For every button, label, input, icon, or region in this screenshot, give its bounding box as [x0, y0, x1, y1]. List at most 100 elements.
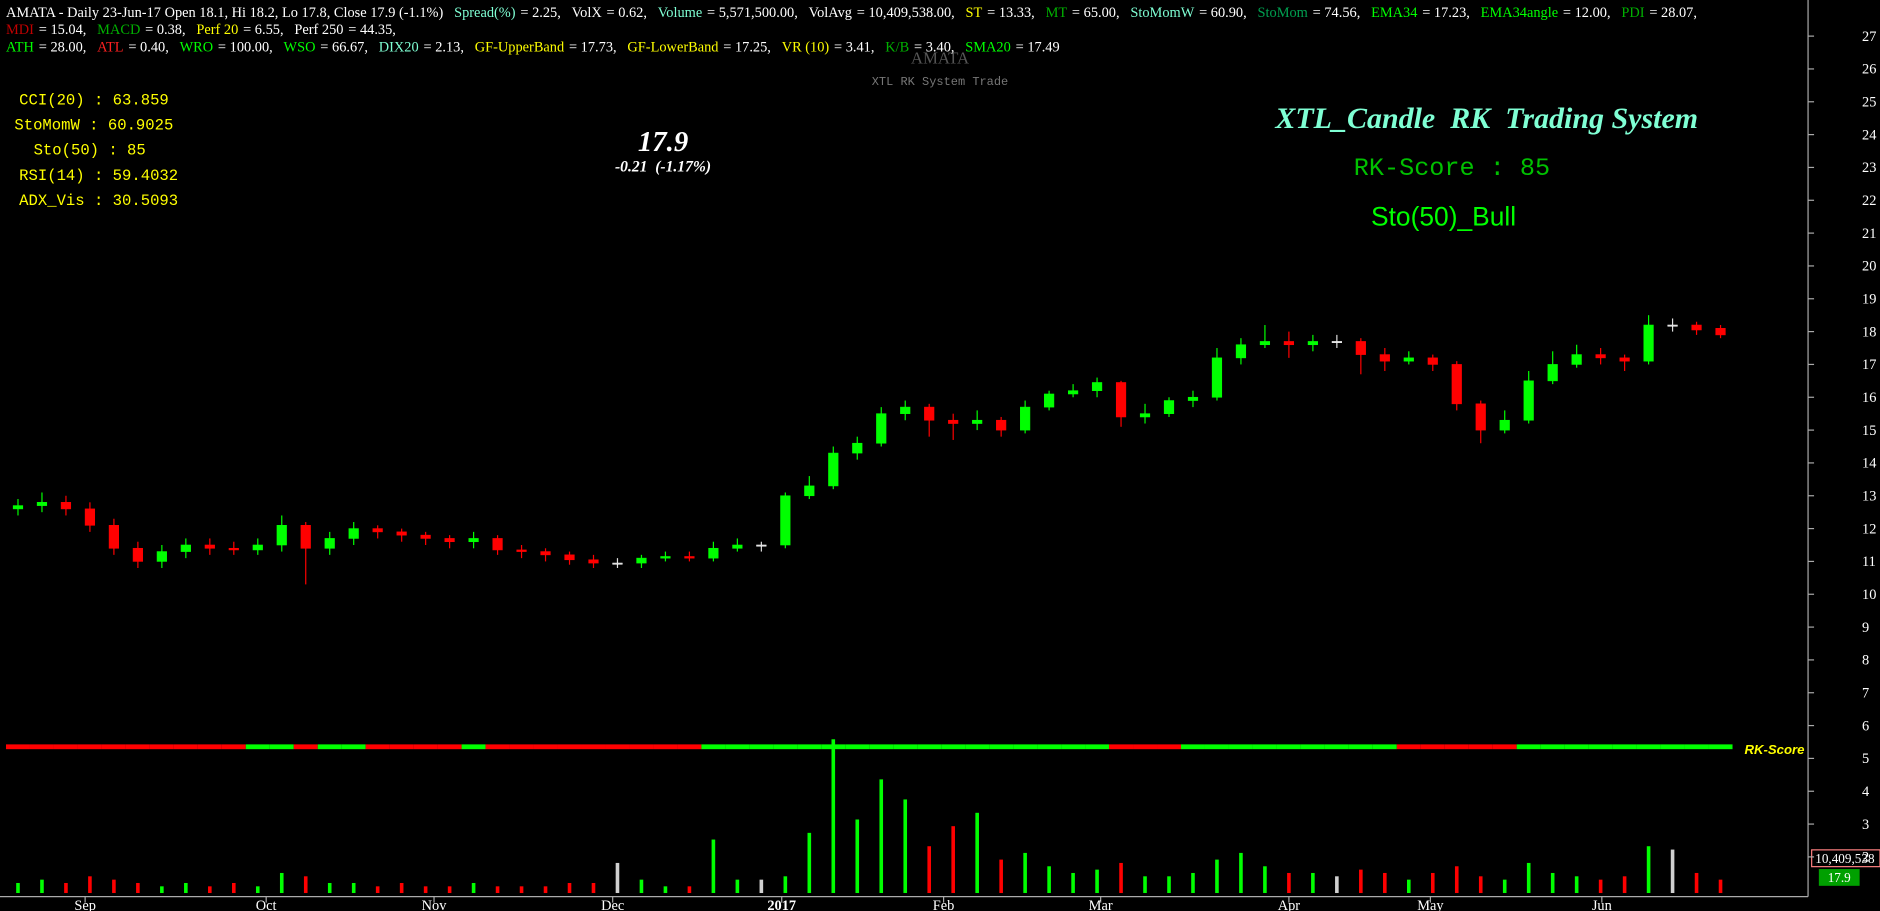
- volume-bar: [639, 879, 644, 894]
- y-tick-label: 7: [1862, 686, 1869, 702]
- volume-bar: [1023, 852, 1027, 894]
- rk-strip-segment: [197, 744, 222, 750]
- candle-body: [1643, 324, 1654, 362]
- rk-strip-segment: [917, 744, 942, 750]
- rk-strip-segment: [365, 744, 390, 750]
- candle-body: [1427, 357, 1438, 365]
- rk-strip-segment: [1085, 744, 1110, 750]
- volume-bar: [1622, 876, 1627, 894]
- candle-body: [564, 554, 575, 561]
- rk-strip-segment: [485, 744, 510, 750]
- header-value: = 17.49: [1016, 40, 1060, 56]
- rk-strip-segment: [509, 744, 534, 750]
- candle-body: [108, 525, 119, 549]
- rk-strip-segment: [5, 744, 30, 750]
- volume-bar: [903, 799, 908, 894]
- candle-body: [1523, 380, 1534, 421]
- header-value: = 0.38,: [145, 22, 185, 38]
- candle-body: [876, 413, 887, 444]
- rk-strip-segment: [533, 744, 558, 750]
- candle-body: [900, 406, 911, 414]
- y-tick-label: 20: [1862, 259, 1876, 275]
- candle-body: [204, 544, 215, 549]
- candle-body: [1067, 390, 1079, 395]
- volume-bar: [279, 872, 284, 894]
- volume-bar: [831, 739, 836, 894]
- header-label: Spread(%): [454, 5, 516, 21]
- candle-body: [1091, 382, 1103, 391]
- rk-strip-segment: [1444, 744, 1469, 750]
- y-tick-label: 19: [1862, 292, 1876, 308]
- rk-strip-segment: [1420, 744, 1445, 750]
- candle-body: [180, 544, 191, 552]
- rk-strip-segment: [557, 744, 582, 750]
- rk-strip-segment: [1204, 744, 1229, 750]
- y-tick-label: 11: [1862, 554, 1876, 570]
- header-label: WRO: [180, 40, 214, 56]
- volume-bar: [1191, 872, 1195, 894]
- volume-bar: [447, 886, 452, 894]
- y-tick-label: 6: [1862, 718, 1869, 734]
- y-tick-label: 15: [1862, 423, 1876, 439]
- rk-strip-segment: [1564, 744, 1589, 750]
- header-label: EMA34: [1371, 5, 1417, 21]
- rk-strip-segment: [1252, 744, 1277, 750]
- volume-bar: [375, 886, 380, 894]
- rk-strip-segment: [965, 744, 990, 750]
- volume-bar: [1430, 872, 1435, 894]
- header-value: = 60.90,: [1199, 5, 1247, 21]
- volume-bar: [303, 876, 308, 894]
- candle-body: [1139, 413, 1151, 418]
- x-tick-label: Sep: [74, 898, 96, 911]
- header-label: AMATA - Daily 23-Jun-17 Open 18.1, Hi 18…: [6, 5, 444, 21]
- volume-bar: [879, 779, 884, 894]
- volume-bar: [711, 839, 716, 894]
- y-tick-label: 3: [1862, 817, 1869, 833]
- candle-body: [1475, 403, 1486, 431]
- volume-bar: [1718, 879, 1723, 894]
- rk-strip-segment: [437, 744, 462, 750]
- rk-strip-segment: [1013, 744, 1038, 750]
- volume-bar: [1167, 876, 1171, 894]
- header-value: = 0.40,: [128, 40, 168, 56]
- header-value: = 17.23,: [1422, 5, 1470, 21]
- rk-strip-segment: [581, 744, 606, 750]
- candle-body: [156, 551, 167, 562]
- rk-strip-segment: [77, 744, 102, 750]
- header-value: = 10,409,538.00,: [857, 5, 955, 21]
- x-tick-label: May: [1417, 898, 1444, 911]
- volume-bar: [399, 882, 404, 894]
- candle-body: [276, 525, 287, 546]
- volume-bar: [160, 886, 164, 894]
- candle-body: [60, 502, 72, 510]
- candle-body: [1115, 382, 1127, 418]
- volume-bar: [88, 876, 92, 894]
- candle-body: [492, 538, 503, 551]
- volume-bar: [112, 879, 116, 894]
- header-label: StoMom: [1258, 5, 1308, 21]
- rk-strip-segment: [1468, 744, 1493, 750]
- header-value: = 100.00,: [218, 40, 273, 56]
- candle-body: [1211, 357, 1223, 398]
- candle-body: [708, 547, 719, 559]
- candle-body: [396, 531, 407, 536]
- volume-bar: [1670, 849, 1675, 894]
- y-tick-label: 26: [1862, 62, 1876, 78]
- indicator: RSI(14) : 59.4032: [19, 167, 178, 185]
- volume-bar: [927, 846, 932, 894]
- volume-bar: [1478, 876, 1483, 894]
- candle-body: [1619, 357, 1630, 362]
- candle-body: [468, 538, 479, 543]
- volume-bar: [1502, 879, 1507, 894]
- x-tick-label: Jun: [1592, 898, 1612, 911]
- rk-strip-segment: [869, 744, 894, 750]
- volume-box-label: 10,409,538: [1815, 851, 1875, 866]
- header-label: ATL: [97, 40, 123, 56]
- y-tick-label: 27: [1862, 29, 1876, 45]
- rk-strip-segment: [1180, 744, 1205, 750]
- rk-strip-segment: [101, 744, 126, 750]
- volume-bar: [351, 882, 356, 894]
- y-tick-label: 24: [1862, 127, 1876, 143]
